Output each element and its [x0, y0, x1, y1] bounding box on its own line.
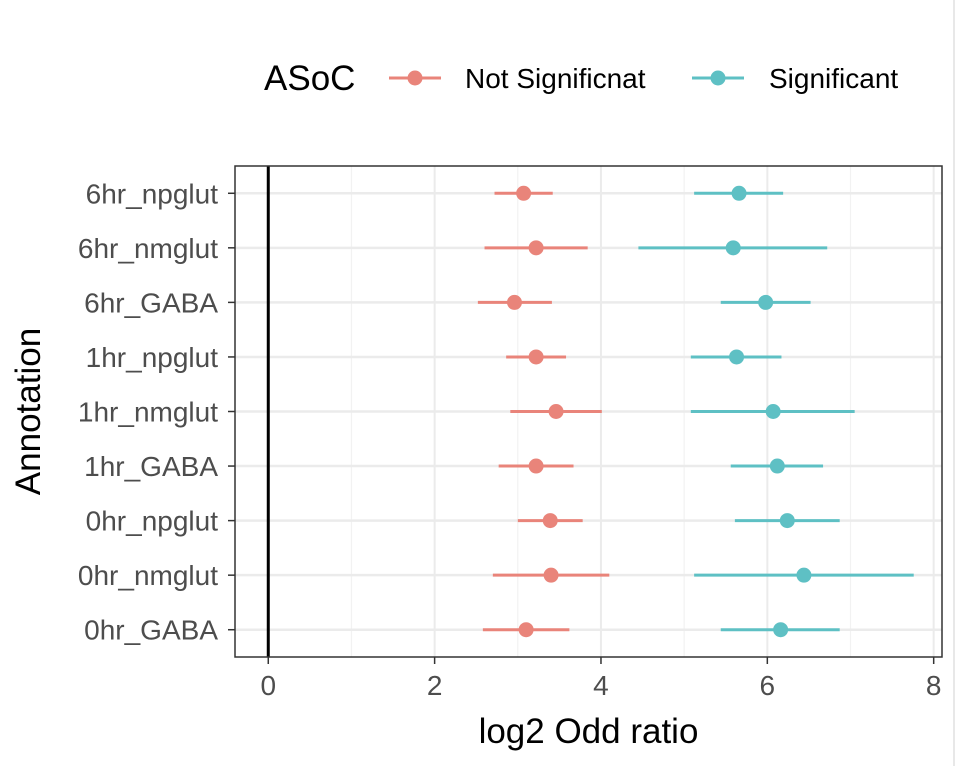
- x-tick-label: 0: [260, 670, 276, 701]
- x-tick-label: 4: [593, 670, 609, 701]
- significant-point: [769, 458, 785, 474]
- not-significnat-point: [518, 622, 534, 638]
- y-tick-label: 0hr_GABA: [84, 615, 218, 646]
- y-tick-label: 1hr_GABA: [84, 451, 218, 482]
- not-significnat-point: [528, 240, 544, 256]
- x-tick-label: 6: [760, 670, 776, 701]
- y-tick-label: 1hr_npglut: [86, 342, 219, 373]
- y-tick-label: 0hr_nmglut: [78, 560, 218, 591]
- not-significnat-point: [528, 458, 544, 474]
- y-tick-label: 6hr_GABA: [84, 287, 218, 318]
- y-tick-label: 1hr_nmglut: [78, 397, 218, 428]
- significant-point: [779, 513, 795, 529]
- significant-point: [731, 185, 747, 201]
- legend: ASoC Not Significnat Significant: [264, 59, 898, 98]
- plot-area: [234, 165, 943, 658]
- significant-point: [758, 294, 774, 310]
- legend-label: Not Significnat: [465, 63, 646, 94]
- not-significnat-point: [543, 567, 559, 583]
- significant-point: [773, 622, 789, 638]
- x-tick-label: 8: [926, 670, 942, 701]
- not-significnat-point: [506, 294, 522, 310]
- y-tick-label: 0hr_npglut: [86, 506, 219, 537]
- legend-key-point: [407, 70, 423, 86]
- significant-point: [729, 349, 745, 365]
- y-axis-title: Annotation: [9, 328, 48, 495]
- x-axis-title: log2 Odd ratio: [479, 712, 699, 751]
- legend-label: Significant: [769, 63, 898, 94]
- not-significnat-point: [542, 513, 558, 529]
- significant-point: [796, 567, 812, 583]
- not-significnat-point: [528, 349, 544, 365]
- not-significnat-point: [548, 404, 564, 419]
- significant-point: [765, 404, 781, 419]
- x-tick-label: 2: [427, 670, 443, 701]
- not-significnat-point: [516, 185, 532, 201]
- y-tick-label: 6hr_nmglut: [78, 233, 218, 264]
- significant-point: [725, 240, 741, 256]
- legend-key-point: [710, 70, 726, 86]
- axes: 0 2 4 6 8 6hr_npglut 6hr_nmglut 6hr_GABA 1hr_npg…: [9, 178, 941, 751]
- legend-title: ASoC: [264, 59, 355, 98]
- y-tick-label: 6hr_npglut: [86, 178, 219, 209]
